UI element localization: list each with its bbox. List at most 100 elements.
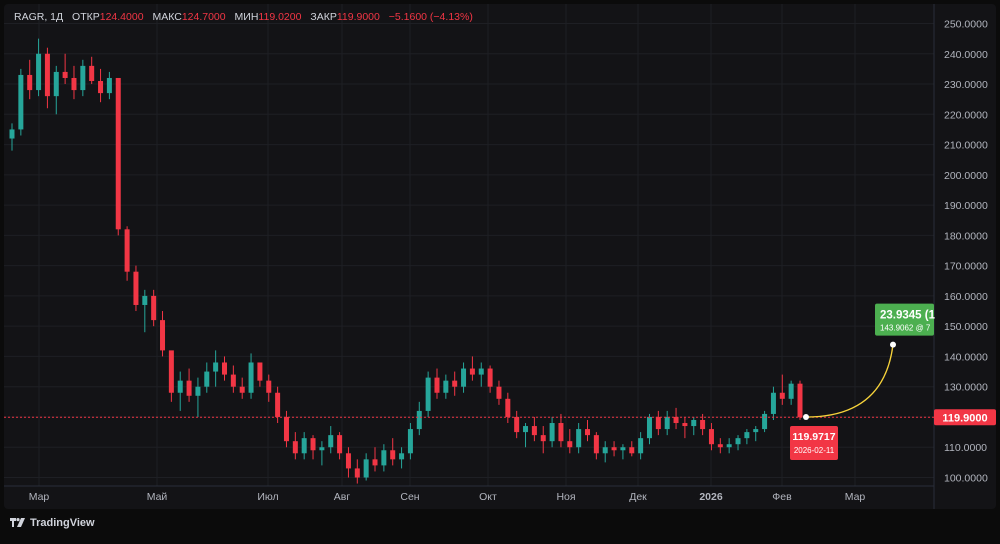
candle: [523, 426, 529, 433]
candle: [27, 74, 33, 91]
candle: [337, 435, 343, 454]
time-tick-label: Июл: [257, 491, 278, 503]
low-value: 119.0200: [258, 11, 302, 23]
price-tick-label: 100.0000: [944, 473, 988, 485]
candle: [717, 444, 723, 448]
candle: [602, 447, 608, 454]
candle: [762, 413, 768, 430]
gridlines: [4, 4, 934, 486]
candle: [319, 447, 325, 451]
candle: [230, 374, 236, 387]
candle: [735, 438, 741, 445]
ohlc-header: RAGR, 1Д ОТКР124.4000 МАКС124.7000 МИН11…: [14, 11, 479, 23]
candle: [9, 129, 15, 139]
price-tick-label: 180.0000: [944, 230, 988, 242]
projection-start-point[interactable]: [803, 414, 809, 421]
candle: [726, 444, 732, 448]
close-label: ЗАКР: [310, 11, 337, 23]
candle: [310, 438, 316, 451]
candle: [496, 386, 502, 399]
projection-start-label: 119.9717 2026-02-11: [790, 426, 838, 461]
candle: [142, 295, 148, 305]
candle: [673, 416, 679, 424]
candle: [133, 271, 139, 305]
candle: [487, 368, 493, 387]
candle: [354, 468, 360, 478]
candle: [593, 435, 599, 454]
open-value: 124.4000: [99, 11, 144, 23]
candle: [257, 362, 263, 381]
time-tick-label: Авг: [334, 491, 351, 503]
close-value: 119.9000: [336, 11, 380, 23]
candle: [36, 53, 42, 91]
candle: [248, 362, 254, 393]
candle: [301, 438, 307, 454]
candle: [53, 71, 59, 97]
candle: [106, 77, 112, 94]
projection-curve[interactable]: [805, 344, 894, 418]
candle: [124, 229, 130, 272]
candle: [204, 371, 210, 387]
candle: [239, 386, 245, 393]
candle: [292, 441, 298, 454]
candle: [221, 362, 227, 375]
tradingview-logo[interactable]: TradingView: [10, 517, 95, 529]
price-tick-label: 110.0000: [944, 442, 987, 454]
projection-end-point[interactable]: [890, 341, 896, 348]
candle: [744, 432, 750, 439]
projection-start-date: 2026-02-11: [794, 446, 835, 455]
candle: [328, 435, 334, 448]
candle: [275, 392, 281, 417]
price-tick-label: 160.0000: [944, 291, 988, 303]
brand-name: TradingView: [30, 517, 95, 529]
candle: [407, 429, 413, 454]
price-tick-label: 130.0000: [944, 382, 988, 394]
change-value: −5.1600 (−4.13%): [388, 11, 473, 23]
candle: [797, 383, 803, 418]
price-tick-label: 240.0000: [944, 49, 988, 61]
candle: [770, 392, 776, 414]
candle: [585, 429, 591, 436]
high-label: МАКС: [152, 11, 182, 23]
price-tick-label: 220.0000: [944, 109, 988, 121]
plot-panel: [4, 4, 996, 509]
candles: [9, 38, 803, 484]
candle: [62, 71, 68, 78]
tradingview-logo-icon: [10, 517, 25, 527]
projection-start-value: 119.9717: [792, 431, 835, 443]
candle: [186, 380, 192, 396]
time-tick-label: Дек: [629, 491, 647, 503]
projection-target: 143.9062 @ 7: [880, 324, 931, 333]
candle: [443, 380, 449, 393]
time-tick-label: 2026: [699, 491, 723, 503]
projection-change: 23.9345 (1: [880, 310, 936, 322]
candle: [549, 423, 555, 442]
projection-end-label: 23.9345 (1 143.9062 @ 7: [875, 303, 936, 336]
candle: [283, 416, 289, 442]
candle: [151, 295, 157, 321]
time-axis: Мар Май Июл Авг Сен Окт Ноя Дек 2026 Фев Мар: [29, 491, 866, 503]
price-tick-label: 230.0000: [944, 79, 988, 91]
low-label: МИН: [234, 11, 259, 23]
candle: [452, 380, 458, 387]
time-tick-label: Мар: [29, 491, 50, 503]
candle: [576, 429, 582, 448]
candle: [390, 450, 396, 460]
candle: [558, 423, 564, 442]
candle: [416, 410, 422, 430]
candle: [682, 423, 688, 427]
time-tick-label: Ноя: [556, 491, 575, 503]
candle: [540, 435, 546, 442]
candle: [213, 362, 219, 372]
candle: [372, 459, 378, 466]
candle: [399, 453, 405, 460]
symbol-label[interactable]: RAGR, 1Д: [14, 11, 64, 23]
price-tick-label: 210.0000: [944, 140, 988, 152]
candle: [266, 380, 272, 393]
candle: [505, 398, 511, 417]
candle: [18, 74, 24, 130]
candle: [788, 383, 794, 399]
candle: [98, 81, 104, 94]
time-tick-label: Сен: [400, 491, 419, 503]
